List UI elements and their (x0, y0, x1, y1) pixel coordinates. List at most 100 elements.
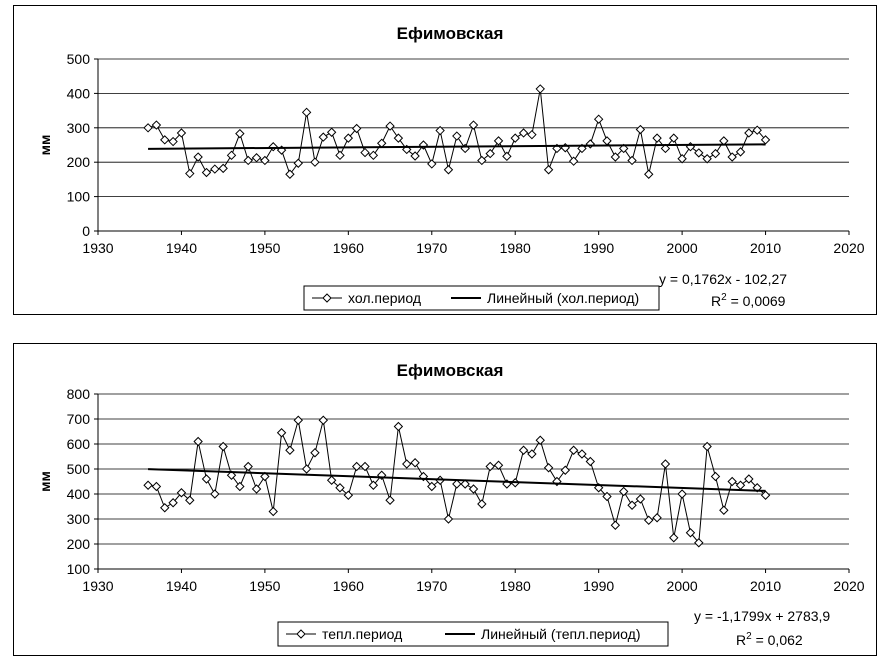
y-tick-label: 400 (67, 486, 91, 502)
y-tick-label: 300 (67, 120, 91, 136)
data-point (669, 533, 679, 543)
x-tick-label: 1970 (416, 578, 447, 594)
x-tick-label: 1930 (82, 578, 113, 594)
data-point (143, 123, 153, 133)
data-point (235, 128, 245, 139)
data-point (335, 483, 345, 493)
data-point (351, 123, 362, 134)
data-point (360, 461, 370, 472)
data-point (160, 135, 170, 145)
data-point (293, 415, 303, 425)
data-point (535, 84, 545, 94)
data-point (543, 165, 554, 175)
data-point (585, 456, 596, 467)
data-point (201, 167, 212, 178)
data-point (635, 494, 646, 504)
data-point (318, 415, 329, 425)
chart-panel-warm-period: Ефимовская 100 200 300 400 500 600 700 800 1930 19… (13, 343, 877, 656)
data-point (268, 506, 278, 517)
data-point (652, 513, 662, 523)
data-point (568, 445, 579, 455)
data-point (251, 484, 262, 494)
data-point (343, 133, 354, 143)
chart-title: Ефимовская (397, 361, 504, 380)
data-point (760, 135, 771, 145)
x-tick-label: 1950 (249, 240, 280, 256)
data-point (602, 136, 612, 146)
data-point (610, 152, 621, 162)
data-point (168, 498, 178, 508)
x-tick-label: 1990 (583, 240, 614, 256)
legend-label-trend: Линейный (хол.период) (487, 290, 639, 306)
data-point (185, 495, 195, 505)
data-point (660, 459, 671, 469)
data-point (151, 481, 162, 492)
data-point (193, 436, 203, 447)
data-point (602, 491, 612, 502)
legend-label-series: хол.период (348, 290, 421, 306)
data-point (143, 480, 153, 490)
y-tick-label: 300 (67, 511, 91, 527)
data-point (518, 445, 529, 455)
y-tick-label: 500 (67, 51, 91, 67)
x-tick-label: 1960 (333, 240, 364, 256)
data-point (527, 449, 537, 459)
data-point (343, 490, 354, 500)
data-point (310, 157, 320, 167)
data-point (310, 448, 320, 458)
data-point (301, 464, 312, 474)
data-point (285, 169, 295, 179)
x-tick-label: 1970 (416, 240, 447, 256)
x-tick-label: 1940 (166, 578, 197, 594)
data-point (744, 128, 754, 138)
data-point (326, 127, 337, 137)
data-point (243, 461, 253, 472)
legend: тепл.период Линейный (тепл.период) (277, 621, 669, 647)
data-point (635, 124, 646, 135)
y-tick-label: 200 (67, 536, 91, 552)
data-point (493, 460, 504, 470)
data-point (518, 128, 529, 138)
data-point (410, 151, 420, 161)
data-point (485, 148, 495, 159)
data-point (752, 125, 762, 135)
data-point (510, 133, 520, 143)
data-point (527, 129, 537, 140)
data-point (610, 520, 621, 530)
data-point (435, 125, 445, 136)
data-point (493, 136, 504, 146)
data-point (644, 515, 654, 525)
legend-box (303, 285, 660, 311)
legend-label-trend: Линейный (тепл.период) (481, 626, 640, 642)
legend: хол.период Линейный (хол.период) (303, 285, 660, 311)
data-point (443, 165, 454, 175)
x-tick-label: 1980 (500, 240, 531, 256)
y-tick-label: 0 (82, 223, 90, 239)
chart-svg-warm-period: Ефимовская 100 200 300 400 500 600 700 800 1930 19… (37, 361, 865, 648)
data-point (201, 474, 212, 484)
data-point (443, 514, 454, 524)
x-tick-label: 1940 (166, 240, 197, 256)
data-point (593, 114, 604, 124)
x-tick-label: 2010 (750, 240, 781, 256)
chart-panel-cold-period: Ефимовская 0 100 200 300 400 500 1930 1940 1950 19… (13, 5, 877, 315)
trend-line (148, 143, 766, 150)
data-point (260, 155, 270, 166)
data-point (427, 159, 437, 169)
r-squared: R2 = 0,062 (736, 631, 803, 648)
data-point (402, 459, 412, 469)
data-point (260, 471, 270, 482)
trend-line (148, 468, 766, 492)
data-point (660, 143, 671, 154)
data-point (318, 132, 329, 142)
data-point (735, 480, 746, 490)
data-point (618, 143, 629, 154)
x-tick-label: 2000 (667, 578, 698, 594)
data-point (719, 505, 729, 515)
data-point (627, 155, 637, 166)
data-point (226, 470, 237, 480)
y-tick-label: 700 (67, 411, 91, 427)
x-tick-label: 2020 (833, 578, 864, 594)
data-point (477, 155, 487, 166)
legend-marker-diamond (296, 629, 306, 639)
